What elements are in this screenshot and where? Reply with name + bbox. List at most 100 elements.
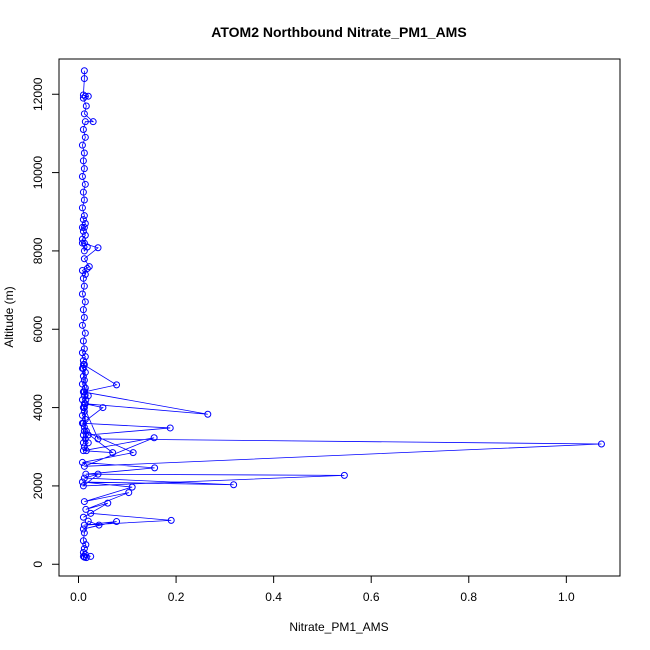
data-point [79,306,87,314]
x-tick-label: 1.0 [558,590,575,604]
data-point [78,458,86,466]
data-point [204,410,212,418]
data-point [80,529,88,537]
data-point [79,126,87,133]
y-tick-label: 12000 [31,77,45,111]
data-point [80,165,88,173]
data-point [151,464,159,472]
data-point [80,404,88,412]
data-point [78,419,86,427]
data-point [79,525,87,533]
data-point [80,376,88,384]
x-tick-label: 0.2 [168,590,185,604]
data-point [80,474,88,482]
data-point [95,521,103,529]
data-point [80,212,88,220]
data-point [125,489,133,497]
data-point [79,482,87,490]
data-point [597,440,605,448]
data-point [78,223,86,231]
y-axis: 0 2000 4000 6000 8000 10000 12000 [31,77,60,568]
x-tick-label: 0.8 [460,590,477,604]
data-point [84,439,92,447]
data-point [79,513,87,521]
data-point [81,368,89,376]
data-point [89,118,97,126]
data-point [79,274,87,282]
chart-title: ATOM2 Northbound Nitrate_PM1_AMS [211,24,466,40]
data-point [78,235,86,243]
data-point [109,449,117,457]
data-point [79,94,87,102]
data-point [80,75,88,83]
data-point [79,188,87,196]
data-point [104,499,112,507]
data-point [79,357,87,365]
data-point [80,67,88,75]
data-point [87,509,95,517]
data-point [166,424,174,432]
data-point [80,196,88,204]
data-point [80,443,88,451]
x-tick-label: 0.4 [265,590,282,604]
data-point [80,149,88,157]
data-point [85,263,93,271]
data-point [80,408,88,415]
data-point [81,384,89,392]
data-point [80,427,88,435]
data-point [230,481,238,489]
data-point [340,471,348,479]
data-point [80,521,88,529]
data-point [79,447,87,455]
x-axis-label: Nitrate_PM1_AMS [289,620,388,634]
data-point [94,470,102,478]
data-point [79,372,87,380]
y-tick-label: 8000 [31,237,45,264]
data-point [80,553,88,561]
data-points [78,67,605,562]
data-point [79,337,87,345]
data-point [83,265,91,273]
data-point [113,518,121,526]
y-tick-label: 2000 [31,472,45,499]
x-tick-label: 0.6 [363,590,380,604]
data-point [84,517,92,525]
data-point [99,404,107,412]
data-point [79,157,87,165]
data-point [80,345,88,353]
data-point [82,505,90,513]
data-point [79,364,87,372]
data-point [81,92,89,100]
data-point [79,216,87,224]
data-point [81,180,89,188]
y-tick-label: 0 [31,561,45,568]
data-point [94,435,102,443]
y-axis-label: Altitude (m) [2,286,16,347]
data-point [80,247,88,255]
data-point [81,133,89,141]
data-point [78,321,86,329]
data-point [79,388,87,396]
series-line [81,70,602,558]
data-point [94,244,102,252]
data-point [82,447,90,455]
data-point [78,290,86,298]
data-point [82,470,90,478]
data-point [82,396,90,404]
data-point [81,298,89,306]
data-point [80,255,88,263]
data-point [79,549,87,556]
data-point [80,110,88,118]
data-point [79,227,87,235]
data-point [84,431,92,439]
data-point [80,462,88,470]
data-point [78,204,86,212]
data-point [79,431,87,439]
data-point [113,381,121,389]
y-tick-label: 10000 [31,156,45,190]
data-point [81,118,89,126]
x-axis: 0.0 0.2 0.4 0.6 0.8 1.0 [70,575,575,604]
data-point [150,434,158,442]
data-point [80,400,88,408]
